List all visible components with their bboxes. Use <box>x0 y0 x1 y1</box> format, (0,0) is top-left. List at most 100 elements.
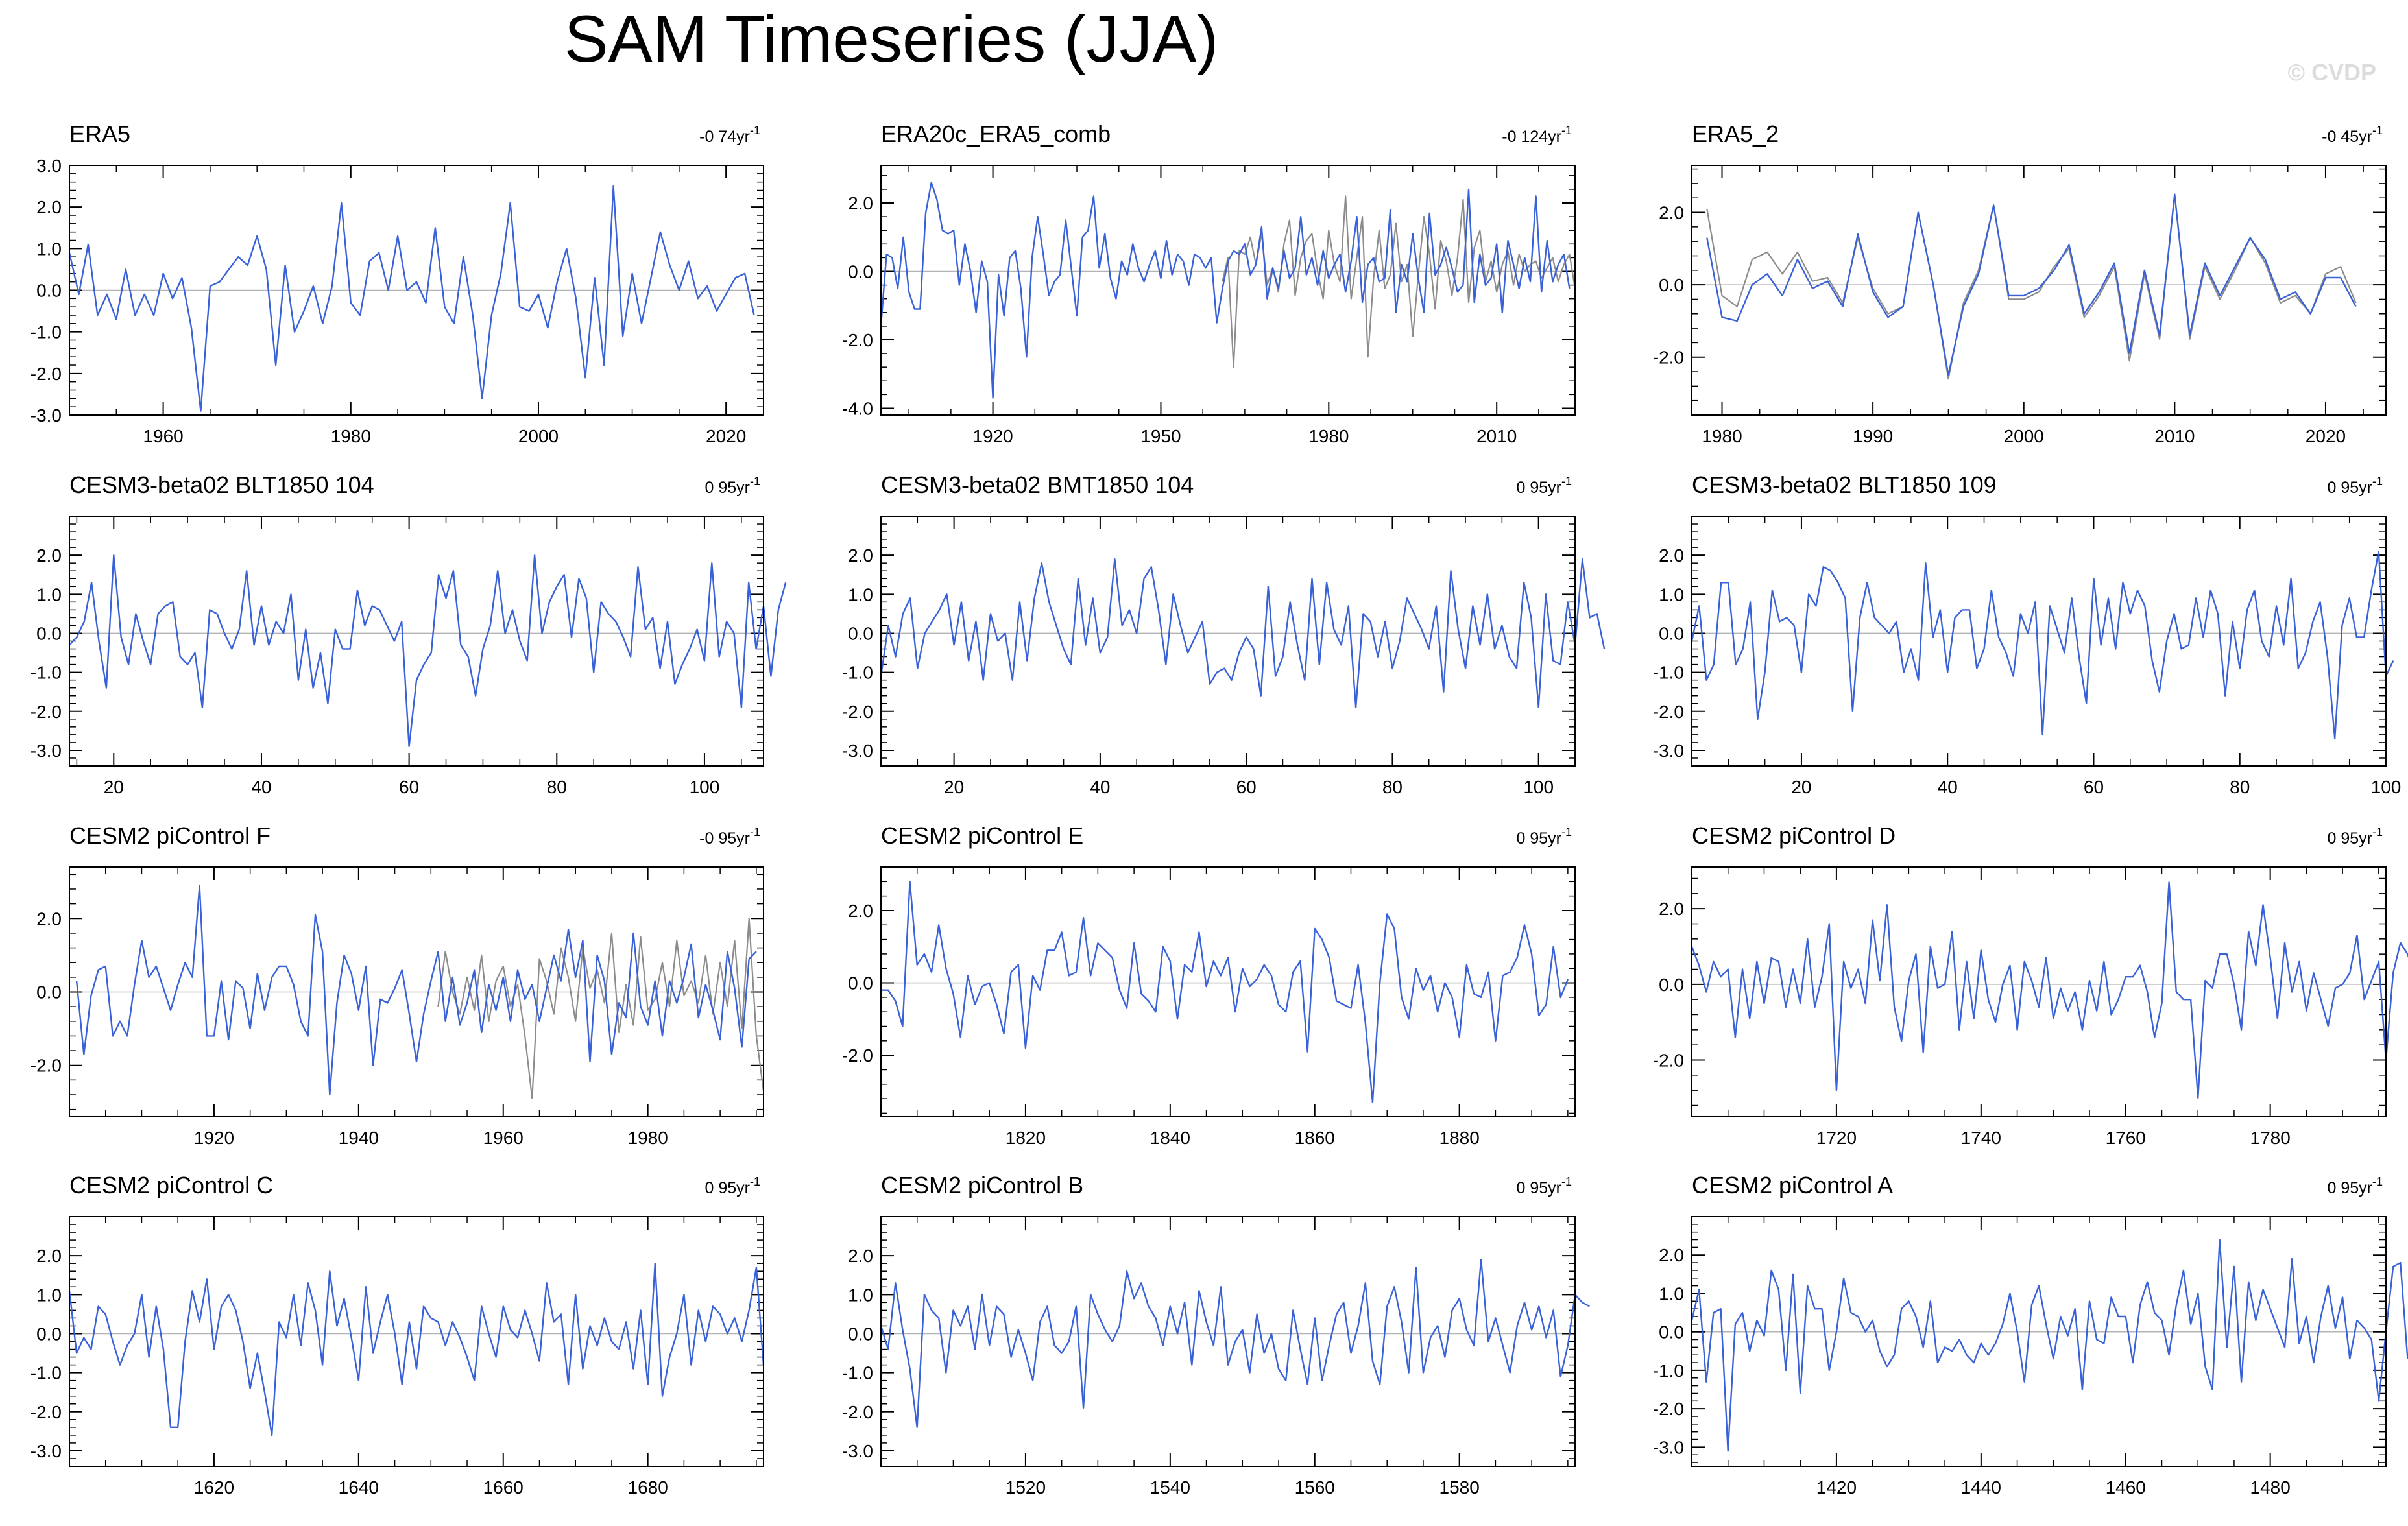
trend-label: -0 95yr-1 <box>699 826 760 848</box>
y-tick-label: 2.0 <box>36 1246 62 1266</box>
trend-value: 0 95yr <box>705 1179 750 1197</box>
panel-title: ERA5_2 <box>1692 121 1779 147</box>
y-tick-label: -3.0 <box>30 1441 62 1461</box>
x-tick-label: 2000 <box>518 426 559 446</box>
y-tick-label: -3.0 <box>30 405 62 425</box>
y-tick-label: -1.0 <box>1653 663 1684 683</box>
panel-title: CESM2 piControl D <box>1692 822 1896 849</box>
y-tick-label: 0.0 <box>1659 1322 1684 1342</box>
y-tick-label: -2.0 <box>30 1056 62 1076</box>
y-tick-label: -4.0 <box>842 398 873 418</box>
panel-0: ERA5 -0 74yr-1 1960 1980 2000 2020 -3.0 -2.0 -1.… <box>30 121 764 446</box>
trend-unit-exponent: -1 <box>750 826 760 839</box>
y-tick-label: 0.0 <box>36 1324 62 1344</box>
x-tick-label: 2000 <box>2004 426 2044 446</box>
panel-6: CESM2 piControl F -0 95yr-1 1920 1940 1960 19… <box>30 822 765 1148</box>
trend-unit-exponent: -1 <box>2372 826 2383 839</box>
x-tick-label: 1960 <box>483 1128 524 1148</box>
y-tick-label: 1.0 <box>848 584 873 604</box>
x-tick-label: 2010 <box>1476 426 1517 446</box>
trend-label: -0 74yr-1 <box>699 124 760 146</box>
trend-value: -0 95yr <box>699 829 750 848</box>
x-tick-label: 1840 <box>1150 1128 1190 1148</box>
x-tick-label: 1880 <box>1439 1128 1480 1148</box>
panel-title: CESM2 piControl A <box>1692 1172 1893 1198</box>
trend-unit-exponent: -1 <box>750 475 760 488</box>
y-tick-label: 0.0 <box>1659 975 1684 995</box>
primary-series-line <box>1706 193 2357 376</box>
y-tick-label: -2.0 <box>842 1402 873 1422</box>
x-tick-label: 1980 <box>1702 426 1742 446</box>
primary-series-line <box>1691 881 2408 1099</box>
panel-4: CESM3-beta02 BMT1850 104 0 95yr-1 20 40 60 80… <box>842 471 1606 797</box>
x-tick-label: 40 <box>251 777 271 797</box>
plot-frame <box>880 1216 1576 1467</box>
figure-title: SAM Timeseries (JJA) <box>564 2 1219 76</box>
y-tick-label: -3.0 <box>842 741 873 761</box>
panel-title: CESM2 piControl F <box>69 822 271 849</box>
primary-series-line <box>75 885 757 1096</box>
x-tick-label: 1640 <box>339 1477 379 1497</box>
x-tick-label: 1460 <box>2106 1477 2146 1497</box>
cvdp-watermark: © CVDP <box>2287 59 2376 86</box>
plot-frame <box>880 866 1576 1117</box>
x-tick-label: 1620 <box>194 1477 234 1497</box>
panel-title: CESM3-beta02 BLT1850 104 <box>69 471 374 498</box>
panel-title: CESM2 piControl E <box>881 822 1083 849</box>
x-tick-label: 1780 <box>2250 1128 2291 1148</box>
panel-8: CESM2 piControl D 0 95yr-1 1720 1740 1760 178… <box>1653 822 2408 1148</box>
y-tick-label: -1.0 <box>30 1363 62 1383</box>
y-tick-label: 0.0 <box>1659 623 1684 643</box>
y-tick-label: 0.0 <box>36 983 62 1003</box>
trend-value: 0 95yr <box>1517 479 1561 497</box>
y-tick-label: 2.0 <box>848 193 873 213</box>
y-tick-label: -2.0 <box>842 330 873 350</box>
panel-9: CESM2 piControl C 0 95yr-1 1620 1640 1660 168… <box>30 1172 765 1497</box>
x-tick-label: 1560 <box>1295 1477 1335 1497</box>
trend-unit-exponent: -1 <box>750 1175 760 1188</box>
x-tick-label: 1980 <box>628 1128 668 1148</box>
primary-series-line <box>880 558 1606 709</box>
x-tick-label: 2010 <box>2154 426 2195 446</box>
x-tick-label: 1480 <box>2250 1477 2291 1497</box>
primary-series-line <box>69 554 787 748</box>
primary-series-line <box>68 185 755 412</box>
primary-series-line <box>880 182 1571 399</box>
x-tick-label: 1860 <box>1295 1128 1335 1148</box>
y-tick-label: 0.0 <box>848 261 873 281</box>
x-tick-label: 100 <box>1523 777 1554 797</box>
y-tick-label: -3.0 <box>1653 1437 1684 1457</box>
trend-value: 0 95yr <box>1517 829 1561 848</box>
x-tick-label: 2020 <box>706 426 746 446</box>
panel-title: CESM3-beta02 BLT1850 109 <box>1692 471 1997 498</box>
y-tick-label: -2.0 <box>842 702 873 722</box>
x-tick-label: 1740 <box>1961 1128 2001 1148</box>
y-tick-label: 2.0 <box>848 901 873 921</box>
trend-unit-exponent: -1 <box>2372 475 2383 488</box>
y-tick-label: -2.0 <box>1653 1399 1684 1419</box>
x-tick-label: 60 <box>2084 777 2104 797</box>
trend-label: 0 95yr-1 <box>1517 475 1572 497</box>
primary-series-line <box>880 1258 1590 1429</box>
trend-value: -0 74yr <box>699 128 750 146</box>
primary-series-line <box>1691 550 2394 740</box>
x-tick-label: 1440 <box>1961 1477 2001 1497</box>
y-tick-label: -1.0 <box>842 1363 873 1383</box>
plot-frame <box>880 165 1576 416</box>
plot-frame <box>1691 866 2387 1117</box>
y-tick-label: 2.0 <box>1659 1245 1684 1265</box>
trend-unit-exponent: -1 <box>1561 826 1572 839</box>
plot-frame <box>880 516 1576 767</box>
panel-title: CESM2 piControl C <box>69 1172 273 1198</box>
plot-frame <box>1691 1216 2387 1467</box>
panel-title: ERA5 <box>69 121 130 147</box>
x-tick-label: 100 <box>2371 777 2402 797</box>
x-tick-label: 1950 <box>1140 426 1181 446</box>
plot-frame <box>1691 165 2387 416</box>
x-tick-label: 1990 <box>1853 426 1893 446</box>
y-tick-label: -3.0 <box>1653 741 1684 761</box>
plot-frame <box>69 516 764 767</box>
trend-label: -0 124yr-1 <box>1502 124 1572 146</box>
